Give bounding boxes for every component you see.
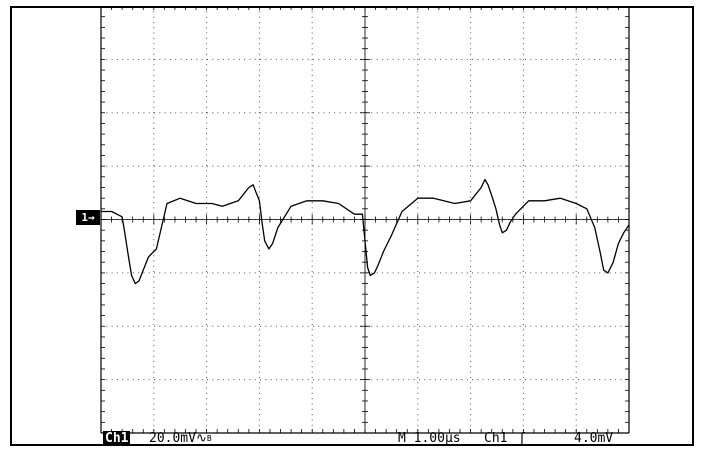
trace-layer: [101, 178, 630, 285]
readout-trigger-channel: Ch1: [484, 431, 508, 446]
readout-timebase: M 1.00µs: [398, 431, 461, 446]
coupling-icon: ∿: [195, 431, 207, 446]
bandwidth-limit-label: B: [206, 434, 212, 443]
readout-trigger-level: 4.0mV: [574, 431, 614, 446]
scope-frame: [10, 6, 694, 446]
trigger-rising-edge-icon: ʃ: [518, 431, 526, 446]
channel-1-marker: 1→: [76, 210, 100, 225]
readout-channel: Ch1: [103, 431, 131, 446]
readout-scale: 20.0mV∿B: [149, 432, 212, 446]
graticule: [100, 6, 630, 434]
volts-per-div: 20.0mV: [149, 431, 196, 446]
channel-label: Ch1: [103, 431, 131, 446]
ch1-trace: [101, 178, 630, 285]
